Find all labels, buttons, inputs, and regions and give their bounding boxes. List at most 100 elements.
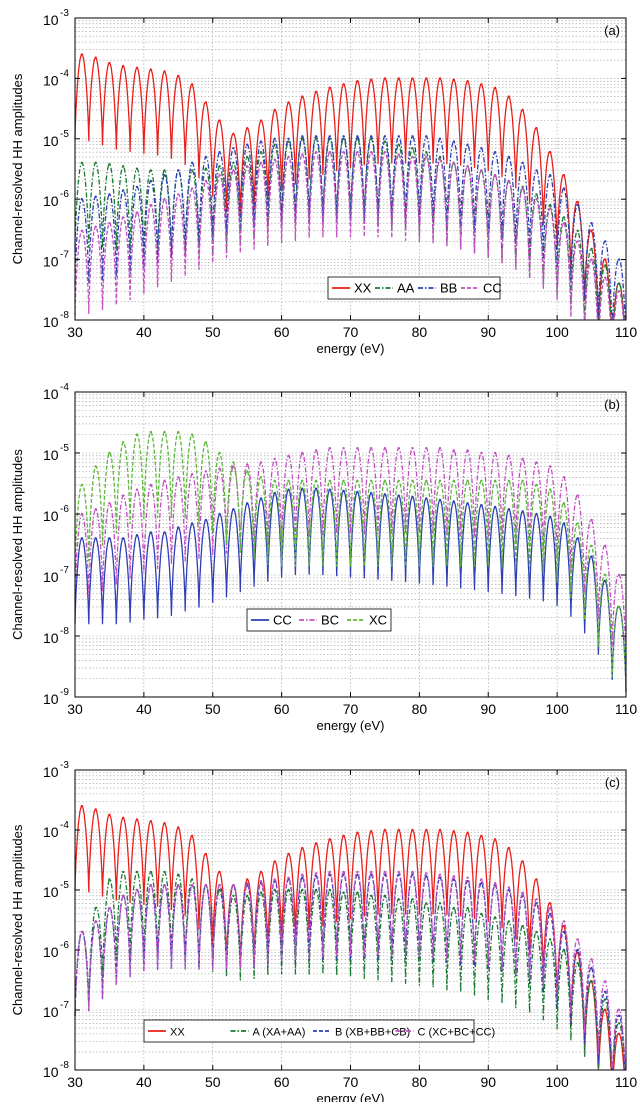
- data-point: [411, 447, 414, 450]
- data-point: [356, 831, 359, 834]
- data-point: [177, 884, 180, 887]
- data-point: [617, 1032, 621, 1036]
- data-point: [122, 165, 125, 168]
- data-point: [466, 449, 469, 452]
- data-point: [190, 187, 194, 190]
- data-point: [328, 479, 331, 482]
- data-point: [370, 447, 373, 450]
- data-point: [204, 101, 208, 104]
- data-point: [328, 151, 331, 154]
- data-point: [218, 884, 221, 887]
- data-point: [122, 870, 125, 874]
- data-point: [287, 479, 290, 482]
- data-point: [521, 479, 524, 482]
- y-tick-exponent: -6: [60, 504, 69, 515]
- data-point: [535, 483, 538, 487]
- data-point: [135, 818, 139, 821]
- data-point: [452, 479, 455, 482]
- data-point: [397, 494, 400, 497]
- data-point: [259, 891, 263, 894]
- data-point: [287, 137, 290, 140]
- data-point: [314, 888, 318, 892]
- data-point: [122, 894, 125, 897]
- data-point: [342, 489, 345, 492]
- data-point: [549, 912, 552, 916]
- data-point: [356, 151, 359, 154]
- y-tick-exponent: -3: [60, 760, 69, 771]
- data-point: [259, 880, 263, 883]
- x-tick-label: 100: [545, 701, 569, 717]
- legend-box: [327, 276, 501, 300]
- data-point: [135, 888, 139, 892]
- data-point: [301, 846, 304, 850]
- data-point: [604, 573, 607, 577]
- data-point: [617, 605, 621, 609]
- data-point: [383, 135, 387, 138]
- data-point: [80, 229, 84, 232]
- data-point: [480, 83, 483, 86]
- data-point: [521, 457, 524, 461]
- data-point: [80, 161, 84, 164]
- data-point: [190, 522, 194, 525]
- y-tick-label: 10: [43, 386, 59, 402]
- data-point: [287, 140, 290, 143]
- x-tick-label: 80: [412, 701, 428, 717]
- data-point: [301, 873, 304, 876]
- data-point: [383, 140, 387, 143]
- data-point: [535, 127, 538, 130]
- data-point: [356, 870, 359, 874]
- data-point: [149, 68, 152, 71]
- data-point: [397, 479, 400, 482]
- legend-label: AA: [397, 281, 415, 296]
- data-point: [328, 870, 331, 874]
- x-tick-label: 50: [205, 1074, 221, 1090]
- data-point: [521, 924, 524, 928]
- data-point: [356, 135, 359, 138]
- y-tick-label: 10: [43, 447, 59, 463]
- data-point: [204, 179, 208, 183]
- data-point: [370, 894, 373, 897]
- data-point: [452, 78, 455, 81]
- data-point: [521, 510, 524, 513]
- y-tick-label: 10: [43, 764, 59, 780]
- data-point: [590, 980, 593, 983]
- data-point: [287, 101, 290, 104]
- data-point: [480, 882, 483, 885]
- data-point: [232, 161, 235, 164]
- y-axis-title: Channel-resolved HH amplitudes: [10, 73, 25, 264]
- data-point: [356, 873, 359, 876]
- legend: XX A (XA+AA) B (XB+BB+CB) C (XC+BC+CC): [143, 1019, 495, 1043]
- data-point: [425, 497, 428, 500]
- y-tick-label: 10: [43, 630, 59, 646]
- data-point: [122, 64, 125, 68]
- data-point: [521, 860, 524, 863]
- data-point: [135, 870, 139, 874]
- data-point: [452, 830, 455, 833]
- data-point: [204, 470, 208, 473]
- data-point: [135, 534, 139, 537]
- data-point: [177, 873, 180, 876]
- panel-label: (b): [604, 397, 620, 412]
- data-point: [411, 147, 414, 150]
- data-point: [163, 884, 166, 887]
- grid: [74, 18, 627, 321]
- data-point: [259, 161, 263, 164]
- data-point: [480, 169, 483, 172]
- data-point: [507, 920, 511, 923]
- data-point: [576, 962, 579, 965]
- data-point: [122, 216, 125, 219]
- data-point: [562, 222, 566, 225]
- data-point: [576, 229, 579, 232]
- data-point: [549, 488, 552, 491]
- data-point: [135, 211, 139, 214]
- series-group: [74, 430, 627, 693]
- y-tick-exponent: -8: [60, 1060, 69, 1071]
- data-point: [549, 151, 552, 154]
- data-point: [493, 451, 497, 455]
- data-point: [163, 198, 166, 201]
- data-point: [232, 465, 235, 468]
- data-point: [259, 461, 263, 464]
- data-point: [232, 147, 235, 150]
- data-point: [493, 174, 497, 177]
- data-point: [232, 894, 235, 897]
